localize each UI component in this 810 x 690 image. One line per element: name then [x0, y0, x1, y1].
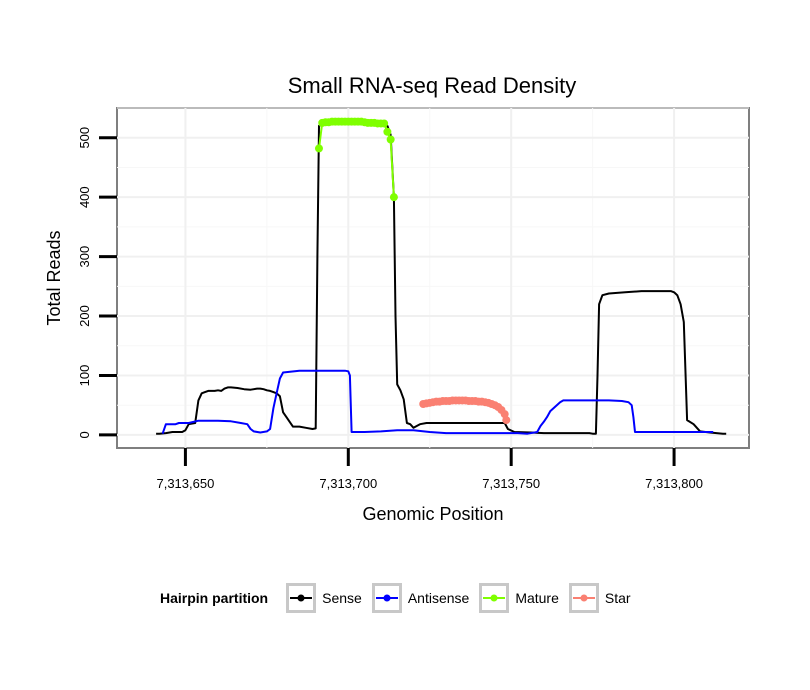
legend-key-star	[568, 583, 599, 613]
y-axis-label: Total Reads	[44, 230, 64, 325]
legend-key-mature	[479, 583, 510, 613]
series-sense-line	[156, 121, 727, 435]
gridlines	[117, 107, 749, 448]
x-axis-label: Genomic Position	[362, 504, 503, 524]
chart-title: Small RNA-seq Read Density	[288, 73, 577, 98]
y-tick-label: 300	[77, 246, 92, 268]
x-tick-label: 7,313,650	[156, 476, 214, 491]
legend-label-sense: Sense	[322, 590, 362, 606]
legend-key-sense	[286, 583, 317, 613]
y-tick-label: 400	[77, 186, 92, 208]
series-mature-point	[389, 193, 398, 202]
legend-item-star: Star	[568, 583, 631, 613]
series-star-point	[502, 416, 511, 425]
x-tick-label: 7,313,800	[645, 476, 703, 491]
series-antisense-line	[161, 369, 714, 435]
series-mature-point	[386, 135, 395, 144]
axes-layer: 0 100 200 300 400 500 7,313,650 7,313,700 7,313,…	[77, 127, 703, 491]
legend-label-antisense: Antisense	[407, 590, 470, 606]
plot-panel	[116, 107, 750, 449]
x-tick-label: 7,313,700	[319, 476, 377, 491]
y-tick-label: 100	[77, 365, 92, 387]
legend-item-mature: Mature	[479, 583, 559, 613]
y-tick-label: 200	[77, 305, 92, 327]
series-mature-point	[314, 144, 323, 153]
legend-key-antisense	[371, 583, 402, 613]
legend-label-star: Star	[604, 590, 631, 606]
series-mature-point	[383, 127, 392, 136]
legend-label-mature: Mature	[515, 590, 559, 606]
series-layer	[156, 117, 727, 435]
legend: Hairpin partition Sense Antisense Mature…	[160, 578, 635, 618]
legend-title: Hairpin partition	[160, 590, 269, 606]
legend-item-antisense: Antisense	[371, 583, 470, 613]
legend-item-sense: Sense	[286, 583, 362, 613]
y-tick-label: 0	[77, 431, 92, 438]
x-tick-label: 7,313,750	[482, 476, 540, 491]
series-mature-point	[380, 119, 389, 128]
y-tick-label: 500	[77, 127, 92, 149]
